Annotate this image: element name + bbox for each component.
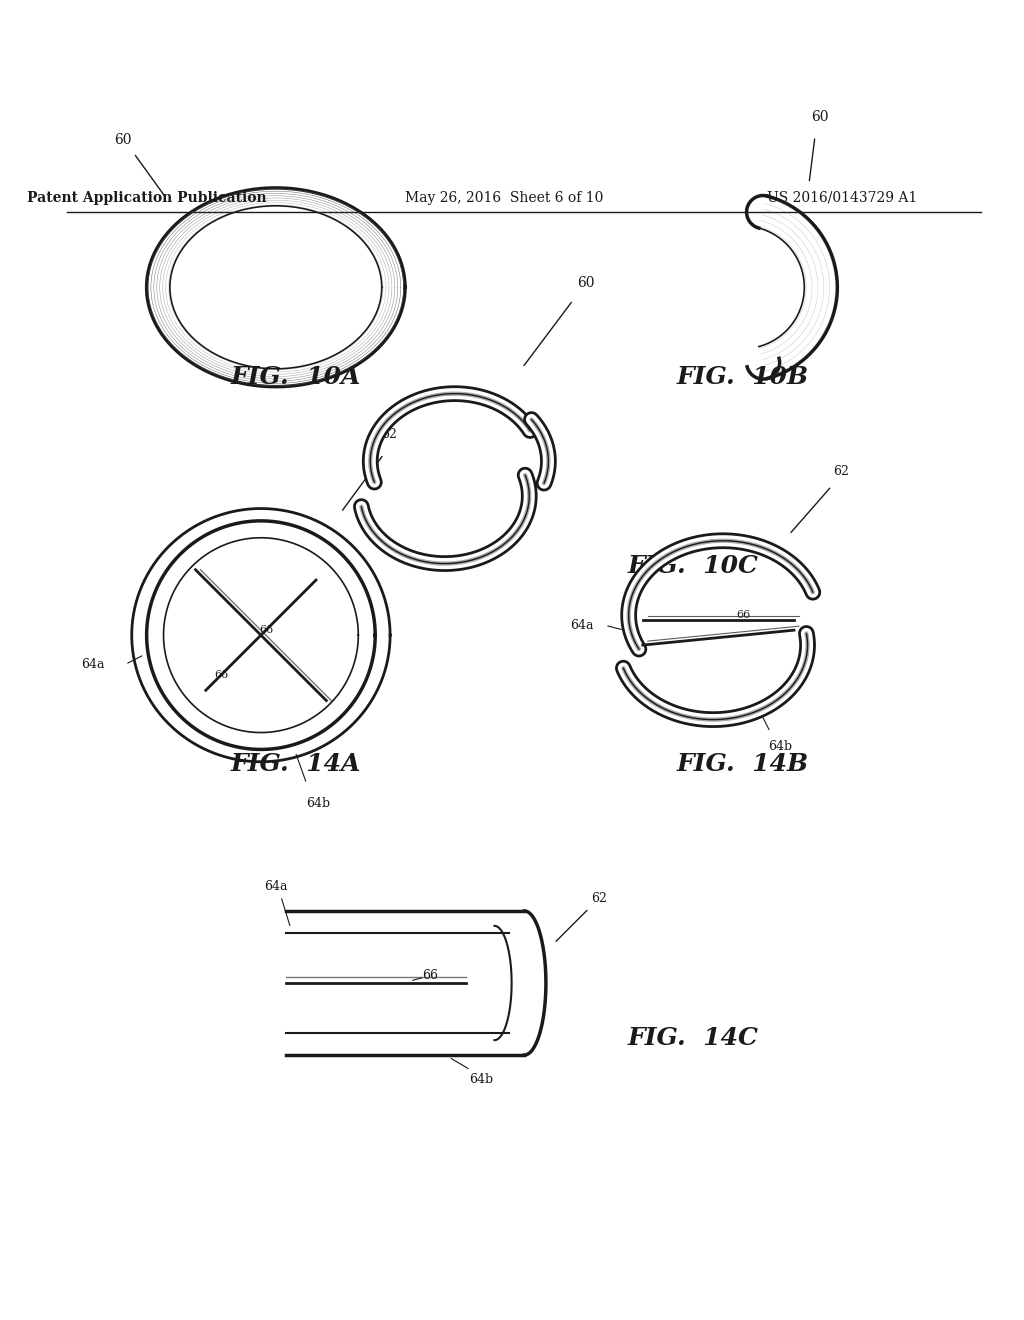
Text: FIG.  14C: FIG. 14C (628, 1026, 759, 1049)
Text: FIG.  10C: FIG. 10C (628, 553, 759, 578)
Text: 64b: 64b (469, 1073, 494, 1086)
Text: 62: 62 (834, 465, 849, 478)
Text: 64a: 64a (569, 619, 593, 632)
Text: FIG.  14A: FIG. 14A (230, 752, 360, 776)
Text: 64a: 64a (81, 657, 104, 671)
Text: 66: 66 (422, 969, 438, 982)
Text: 64b: 64b (306, 796, 330, 809)
Text: 62: 62 (381, 429, 396, 441)
Text: FIG.  14B: FIG. 14B (677, 752, 809, 776)
Text: 66: 66 (736, 610, 750, 620)
Text: 60: 60 (115, 133, 132, 148)
Text: 66: 66 (214, 671, 228, 680)
Text: US 2016/0143729 A1: US 2016/0143729 A1 (767, 191, 918, 205)
Text: 66: 66 (259, 626, 273, 635)
Text: Patent Application Publication: Patent Application Publication (27, 191, 266, 205)
Text: 64b: 64b (768, 741, 792, 754)
Text: FIG.  10B: FIG. 10B (677, 364, 809, 389)
Text: 60: 60 (577, 276, 594, 290)
Text: 62: 62 (591, 892, 607, 906)
Text: 64a: 64a (264, 879, 288, 892)
Text: 60: 60 (811, 111, 828, 124)
Text: May 26, 2016  Sheet 6 of 10: May 26, 2016 Sheet 6 of 10 (406, 191, 603, 205)
Text: FIG.  10A: FIG. 10A (230, 364, 360, 389)
